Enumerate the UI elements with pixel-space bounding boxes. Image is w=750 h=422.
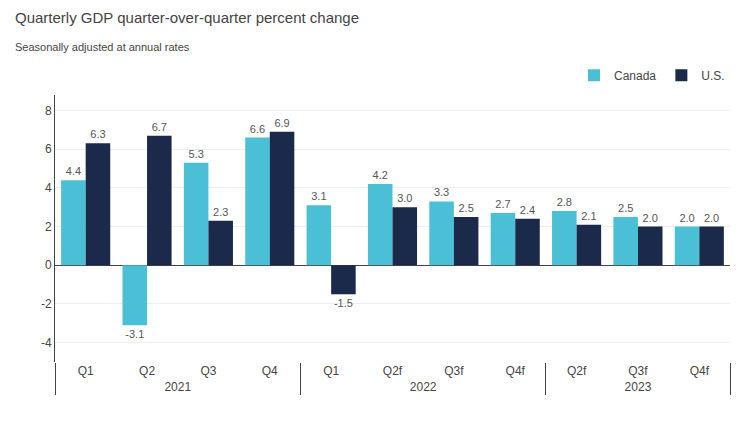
svg-text:Q2f: Q2f xyxy=(383,364,403,378)
svg-text:2.0: 2.0 xyxy=(679,212,694,224)
svg-text:2.3: 2.3 xyxy=(213,206,228,218)
svg-text:Q4f: Q4f xyxy=(690,364,710,378)
svg-text:2: 2 xyxy=(45,220,52,234)
svg-text:0: 0 xyxy=(45,258,52,272)
svg-text:2021: 2021 xyxy=(164,380,191,394)
svg-text:Q4f: Q4f xyxy=(506,364,526,378)
svg-text:-3.1: -3.1 xyxy=(125,328,144,340)
svg-text:2.5: 2.5 xyxy=(618,202,633,214)
svg-text:8: 8 xyxy=(45,104,52,118)
svg-text:3.0: 3.0 xyxy=(397,192,412,204)
svg-text:Q3: Q3 xyxy=(200,364,216,378)
svg-text:U.S.: U.S. xyxy=(701,69,724,83)
svg-text:Q4: Q4 xyxy=(262,364,278,378)
svg-text:4.4: 4.4 xyxy=(66,165,81,177)
svg-text:4.2: 4.2 xyxy=(373,169,388,181)
svg-text:2.7: 2.7 xyxy=(495,198,510,210)
svg-text:Q2f: Q2f xyxy=(567,364,587,378)
svg-text:2022: 2022 xyxy=(410,380,437,394)
svg-text:Q1: Q1 xyxy=(323,364,339,378)
svg-text:2.4: 2.4 xyxy=(520,204,535,216)
svg-text:2.5: 2.5 xyxy=(458,202,473,214)
svg-text:Q2: Q2 xyxy=(139,364,155,378)
svg-text:3.3: 3.3 xyxy=(434,186,449,198)
svg-text:6.6: 6.6 xyxy=(250,123,265,135)
svg-text:2.0: 2.0 xyxy=(704,212,719,224)
svg-text:Q3f: Q3f xyxy=(628,364,648,378)
svg-text:6: 6 xyxy=(45,142,52,156)
svg-text:3.1: 3.1 xyxy=(311,190,326,202)
svg-text:2.1: 2.1 xyxy=(581,210,596,222)
svg-text:-1.5: -1.5 xyxy=(334,297,353,309)
svg-text:2.8: 2.8 xyxy=(557,196,572,208)
svg-text:6.3: 6.3 xyxy=(90,128,105,140)
svg-text:-2: -2 xyxy=(41,297,52,311)
svg-text:2023: 2023 xyxy=(625,380,652,394)
svg-text:Q1: Q1 xyxy=(78,364,94,378)
svg-text:Seasonally adjusted at annual: Seasonally adjusted at annual rates xyxy=(15,41,190,53)
svg-text:4: 4 xyxy=(45,181,52,195)
svg-text:6.7: 6.7 xyxy=(152,121,167,133)
svg-text:5.3: 5.3 xyxy=(188,148,203,160)
svg-text:Quarterly GDP quarter-over-qua: Quarterly GDP quarter-over-quarter perce… xyxy=(15,9,359,26)
svg-text:Canada: Canada xyxy=(614,69,656,83)
svg-text:-4: -4 xyxy=(41,336,52,350)
svg-text:6.9: 6.9 xyxy=(274,117,289,129)
svg-text:2.0: 2.0 xyxy=(643,212,658,224)
svg-text:Q3f: Q3f xyxy=(444,364,464,378)
